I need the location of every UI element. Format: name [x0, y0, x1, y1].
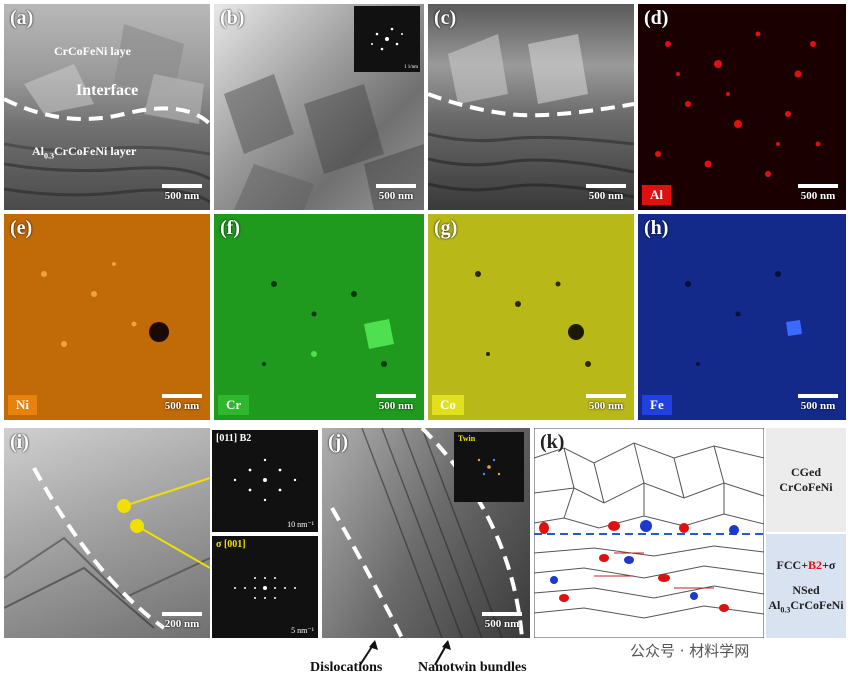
panel-d: (d) Al 500 nm [638, 4, 846, 210]
nsed-label: NSed [792, 582, 820, 597]
panel-e-map [41, 262, 169, 347]
panel-i-inset-top: [011] B2 10 nm⁻¹ [212, 430, 318, 532]
panel-e-element: Ni [8, 395, 37, 415]
diffraction-pattern [371, 27, 403, 51]
panel-i-inset-bottom-label: σ [001] [216, 539, 246, 550]
panel-j-texture [330, 428, 524, 638]
panel-e-label: (e) [10, 217, 33, 239]
panel-e: (e) Ni 500 nm [4, 214, 210, 420]
diffraction-pattern-sigma [234, 577, 296, 599]
panel-j-inset-label: Twin [458, 434, 476, 443]
panel-k-right-top: CGed CrCoFeNi [766, 428, 846, 532]
panel-d-map [655, 31, 821, 177]
panel-h-element: Fe [642, 395, 672, 415]
panel-b-inset: 1 1/nm [354, 6, 420, 72]
panel-g-scalebar: 500 nm [586, 394, 626, 412]
panel-d-scalebar: 500 nm [798, 184, 838, 202]
panel-k-right-bottom: FCC+B2+σ NSed Al0.3CrCoFeNi [766, 534, 846, 638]
panel-j-scalebar: 500 nm [482, 612, 522, 630]
phase-legend: FCC+B2+σ [776, 557, 836, 572]
panel-a: (a) CrCoFeNi laye Interface Al0.3CrCoFeN… [4, 4, 210, 210]
panel-i: (i) 200 nm [4, 428, 210, 638]
panel-f-map [262, 281, 394, 367]
cged-label: CGed [791, 465, 821, 479]
cged-alloy: CrCoFeNi [779, 480, 833, 494]
panel-b-label: (b) [220, 7, 245, 29]
panel-f-label: (f) [220, 217, 240, 239]
panel-c-label: (c) [434, 7, 457, 29]
panel-e-scalebar: 500 nm [162, 394, 202, 412]
panel-k-schematic [534, 428, 764, 638]
panel-b-texture [224, 74, 424, 210]
twin-diffraction [477, 458, 501, 476]
panel-k-label: (k) [540, 431, 565, 453]
panel-c-texture [428, 34, 634, 199]
panel-i-inset-top-label: [011] B2 [216, 433, 252, 444]
panel-b-scalebar: 500 nm [376, 184, 416, 202]
panel-c-scalebar: 500 nm [586, 184, 626, 202]
panel-j-label: (j) [328, 431, 348, 453]
panel-g-element: Co [432, 395, 464, 415]
panel-b: 1 1/nm (b) 500 nm [214, 4, 424, 210]
panel-a-bottom-text: Al0.3CrCoFeNi layer [32, 144, 137, 161]
panel-h-scalebar: 500 nm [798, 394, 838, 412]
panel-f-element: Cr [218, 395, 250, 415]
panel-i-texture [4, 467, 210, 630]
panel-i-inset-bottom-scale: 5 nm⁻¹ [291, 626, 314, 635]
panel-c: (c) 500 nm [428, 4, 634, 210]
panel-f: (f) Cr 500 nm [214, 214, 424, 420]
panel-h: (h) Fe 500 nm [638, 214, 846, 420]
panel-a-label: (a) [10, 7, 34, 29]
panel-i-inset-bottom: σ [001] 5 nm⁻¹ [212, 536, 318, 638]
panel-h-map [685, 271, 802, 366]
panel-a-interface: Interface [76, 82, 139, 99]
panel-g-label: (g) [434, 217, 458, 239]
panel-i-inset-top-scale: 10 nm⁻¹ [287, 520, 314, 529]
panel-g: (g) Co 500 nm [428, 214, 634, 420]
panel-i-scalebar: 200 nm [162, 612, 202, 630]
panel-g-map [475, 271, 591, 367]
panel-f-scalebar: 500 nm [376, 394, 416, 412]
panel-d-element: Al [642, 185, 671, 205]
panel-b-inset-scale: 1 1/nm [403, 65, 418, 70]
panel-d-label: (d) [644, 7, 669, 29]
caption-dislocations: Dislocations [310, 660, 383, 675]
panel-a-top-text: CrCoFeNi laye [54, 44, 131, 58]
watermark: 公众号 · 材料学网 [630, 642, 750, 660]
panel-a-texture [4, 24, 210, 204]
nsed-alloy: Al0.3CrCoFeNi [768, 597, 844, 615]
diffraction-pattern-b2 [233, 458, 297, 502]
panel-k: (k) CGed CrCoFeNi FCC+B2+σ NSed Al0.3CrC… [534, 428, 846, 638]
panel-h-label: (h) [644, 217, 669, 239]
panel-j: Twin (j) 500 nm [322, 428, 530, 638]
caption-nanotwin: Nanotwin bundles [418, 660, 527, 675]
panel-i-label: (i) [10, 431, 29, 453]
panel-a-scalebar: 500 nm [162, 184, 202, 202]
panel-j-inset: Twin [454, 432, 524, 502]
